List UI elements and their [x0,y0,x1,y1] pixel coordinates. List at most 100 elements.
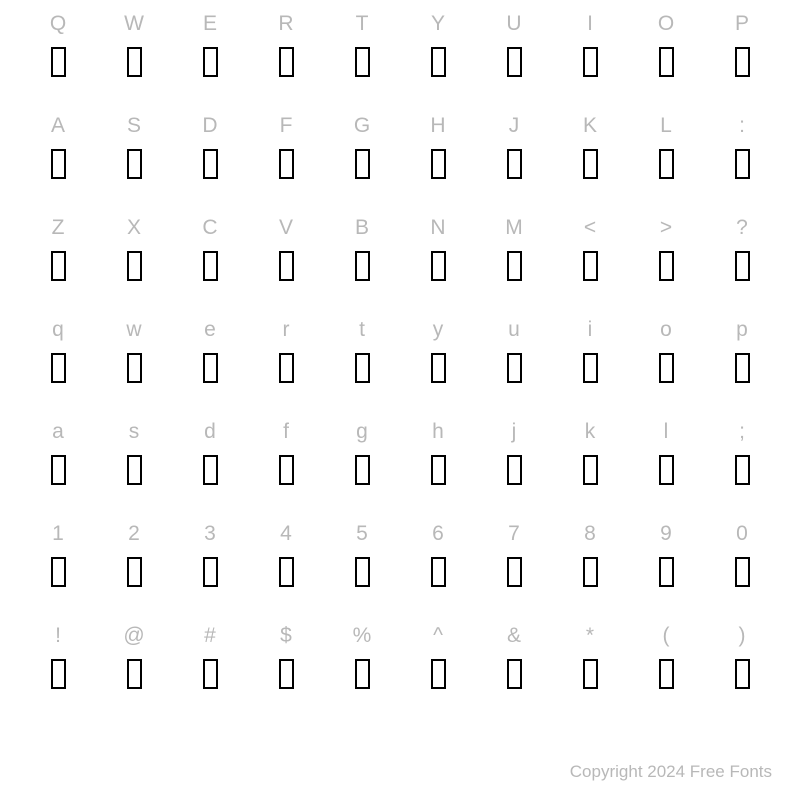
glyph-cell [552,659,628,689]
missing-glyph-box [51,149,66,179]
label-cell: 0 [704,522,780,546]
glyph-cell [172,47,248,77]
character-label: y [433,318,444,342]
glyph-cell [96,47,172,77]
glyph-cell [704,251,780,281]
missing-glyph-box [279,455,294,485]
character-label: ) [739,624,746,648]
label-cell: 5 [324,522,400,546]
character-label: k [585,420,596,444]
label-cell: A [20,114,96,138]
character-label: S [127,114,141,138]
character-label: r [283,318,290,342]
character-label: j [512,420,517,444]
missing-glyph-box [583,557,598,587]
label-cell: r [248,318,324,342]
character-label: D [202,114,217,138]
missing-glyph-box [203,455,218,485]
missing-glyph-box [127,455,142,485]
character-label: W [124,12,144,36]
missing-glyph-box [659,455,674,485]
character-label: K [583,114,597,138]
label-cell: S [96,114,172,138]
label-cell: l [628,420,704,444]
label-cell: C [172,216,248,240]
glyph-cell [96,353,172,383]
label-cell: ? [704,216,780,240]
glyph-row [20,448,780,492]
glyph-cell [324,149,400,179]
glyph-cell [248,353,324,383]
label-cell: h [400,420,476,444]
missing-glyph-box [659,557,674,587]
glyph-cell [628,149,704,179]
glyph-cell [324,47,400,77]
character-label: P [735,12,749,36]
label-cell: H [400,114,476,138]
character-label: d [204,420,216,444]
character-label: ! [55,624,61,648]
character-label: q [52,318,64,342]
glyph-cell [96,251,172,281]
missing-glyph-box [355,47,370,77]
glyph-cell [476,557,552,587]
character-label: H [430,114,445,138]
glyph-cell [96,659,172,689]
glyph-cell [248,455,324,485]
character-label: N [430,216,445,240]
glyph-cell [628,47,704,77]
label-cell: 1 [20,522,96,546]
character-label: ^ [433,624,443,648]
glyph-cell [20,47,96,77]
missing-glyph-box [583,353,598,383]
label-cell: g [324,420,400,444]
label-cell: i [552,318,628,342]
glyph-cell [248,47,324,77]
missing-glyph-box [203,251,218,281]
missing-glyph-box [507,659,522,689]
missing-glyph-box [735,557,750,587]
label-cell: 9 [628,522,704,546]
label-row: 1234567890 [20,518,780,550]
missing-glyph-box [203,557,218,587]
missing-glyph-box [735,47,750,77]
missing-glyph-box [279,557,294,587]
label-cell: < [552,216,628,240]
label-cell: u [476,318,552,342]
missing-glyph-box [279,353,294,383]
character-label: : [739,114,745,138]
glyph-cell [20,353,96,383]
label-cell: J [476,114,552,138]
glyph-row [20,142,780,186]
missing-glyph-box [659,47,674,77]
label-cell: U [476,12,552,36]
character-label: V [279,216,293,240]
glyph-cell [552,353,628,383]
character-label: * [586,624,594,648]
label-row: ASDFGHJKL: [20,110,780,142]
missing-glyph-box [203,659,218,689]
character-label: I [587,12,593,36]
glyph-cell [400,659,476,689]
missing-glyph-box [51,251,66,281]
glyph-cell [324,455,400,485]
glyph-cell [704,353,780,383]
character-label: 7 [508,522,520,546]
missing-glyph-box [735,659,750,689]
missing-glyph-box [431,47,446,77]
label-cell: s [96,420,172,444]
label-cell: L [628,114,704,138]
glyph-cell [20,149,96,179]
glyph-row [20,550,780,594]
glyph-cell [704,47,780,77]
glyph-cell [476,47,552,77]
glyph-cell [400,353,476,383]
glyph-cell [20,659,96,689]
label-cell: B [324,216,400,240]
character-label: L [660,114,672,138]
character-label: @ [123,624,144,648]
character-label: C [202,216,217,240]
glyph-cell [476,455,552,485]
character-label: T [356,12,369,36]
character-label: t [359,318,365,342]
